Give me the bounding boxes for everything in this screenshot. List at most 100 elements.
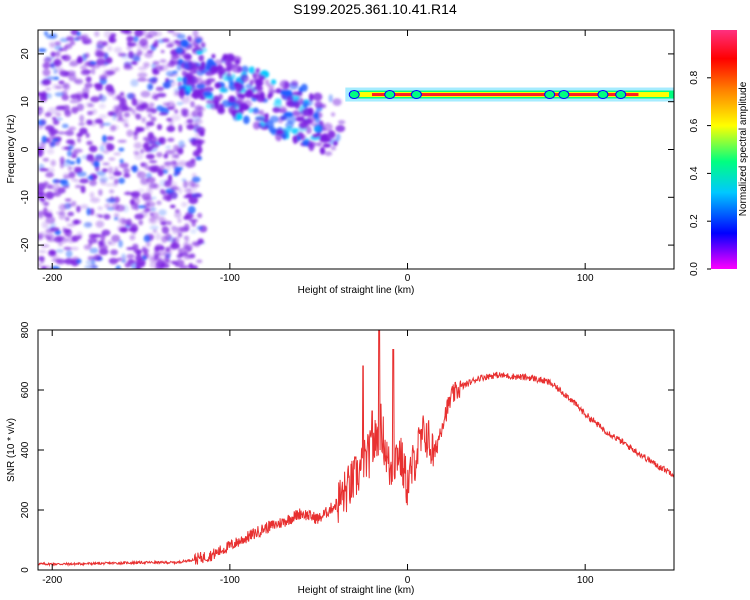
noise-blob: [69, 246, 79, 251]
noise-blob: [200, 41, 206, 49]
band-blob: [294, 102, 301, 110]
noise-blob: [194, 118, 203, 125]
noise-blob: [155, 265, 164, 269]
noise-blob: [89, 179, 97, 187]
noise-blob: [95, 85, 103, 91]
ridge: [345, 87, 674, 102]
band-blob: [252, 107, 259, 114]
band-blob: [320, 103, 327, 109]
band-blob: [171, 60, 180, 65]
band-blob: [276, 129, 284, 135]
band-blob: [300, 109, 308, 118]
band-blob: [188, 61, 195, 69]
noise-blob: [89, 247, 99, 254]
noise-blob: [78, 122, 86, 126]
band-blob: [310, 122, 318, 127]
band-blob: [215, 83, 222, 90]
noise-blob: [98, 248, 109, 256]
noise-blob: [48, 250, 56, 256]
noise-blob: [68, 203, 73, 208]
noise-blob: [100, 51, 108, 58]
band-blob: [332, 98, 342, 106]
noise-blob: [42, 207, 48, 215]
band-blob: [319, 147, 326, 155]
noise-blob: [89, 191, 95, 199]
noise-blob: [115, 107, 124, 114]
noise-blob: [54, 41, 62, 46]
noise-blob: [97, 206, 103, 211]
noise-blob: [38, 210, 45, 217]
noise-blob: [71, 151, 79, 155]
noise-blob: [92, 233, 102, 238]
noise-blob: [101, 229, 111, 236]
noise-blob: [66, 223, 76, 227]
noise-blob: [167, 42, 173, 48]
noise-blob: [145, 153, 155, 160]
noise-blob: [50, 159, 57, 167]
band-blob: [270, 79, 277, 85]
noise-blob: [191, 264, 198, 269]
noise-blob: [174, 109, 179, 114]
noise-blob: [38, 191, 46, 198]
noise-blob: [134, 152, 144, 160]
noise-blob: [137, 77, 148, 82]
noise-blob: [172, 144, 180, 152]
noise-blob: [76, 31, 81, 37]
noise-blob: [119, 158, 124, 164]
noise-blob: [162, 102, 170, 107]
noise-blob: [74, 78, 84, 85]
noise-blob: [74, 184, 82, 189]
noise-blob: [63, 175, 71, 180]
noise-blob: [181, 96, 191, 104]
noise-blob: [113, 152, 121, 156]
noise-blob: [88, 145, 98, 153]
noise-blob: [177, 232, 183, 238]
noise-blob: [140, 90, 151, 98]
noise-blob: [165, 79, 174, 83]
noise-blob: [156, 123, 163, 131]
noise-blob: [167, 178, 173, 185]
noise-blob: [112, 96, 119, 101]
noise-blob: [88, 175, 94, 181]
noise-blob: [138, 103, 149, 109]
noise-blob: [93, 254, 102, 261]
noise-blob: [95, 220, 105, 228]
noise-blob: [126, 253, 135, 259]
noise-blob: [117, 217, 127, 224]
noise-blob: [137, 72, 148, 78]
noise-blob: [51, 183, 61, 192]
noise-blob: [183, 235, 190, 240]
diagonal-band: [171, 39, 346, 156]
noise-blob: [58, 80, 65, 85]
band-blob: [335, 133, 341, 142]
noise-blob: [61, 94, 69, 101]
noise-blob: [192, 150, 200, 157]
noise-blob: [108, 257, 119, 265]
noise-blob: [64, 258, 74, 265]
band-blob: [175, 46, 184, 54]
noise-blob: [86, 119, 93, 126]
noise-blob: [68, 126, 77, 131]
band-blob: [291, 127, 299, 135]
noise-blob: [121, 117, 129, 125]
noise-blob: [168, 244, 178, 251]
snr-ytick-label: 600: [20, 381, 31, 398]
noise-blob: [147, 50, 154, 54]
noise-blob: [54, 45, 63, 51]
noise-blob: [183, 195, 192, 199]
noise-blob: [197, 212, 203, 219]
noise-blob: [181, 201, 188, 207]
noise-blob: [176, 33, 186, 40]
noise-blob: [64, 198, 72, 202]
colorbar-tick-label: 0.6: [689, 118, 700, 132]
band-blob: [330, 145, 337, 151]
noise-blob: [63, 246, 71, 251]
band-blob: [219, 87, 229, 93]
noise-blob: [64, 109, 72, 117]
noise-blob: [67, 211, 75, 217]
noise-blob: [177, 147, 184, 155]
noise-blob: [197, 106, 206, 112]
band-blob: [234, 59, 241, 65]
snr-marks: [38, 330, 674, 567]
noise-blob: [126, 247, 135, 251]
